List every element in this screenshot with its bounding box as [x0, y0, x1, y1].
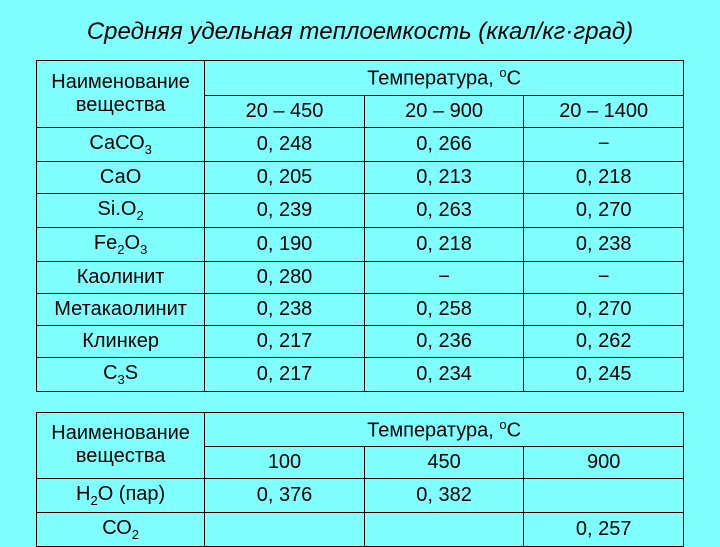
range-cell: 900 [524, 447, 684, 479]
value-cell: 0, 218 [364, 227, 524, 261]
page-title: Средняя удельная теплоемкость (ккал/кг·г… [36, 18, 684, 46]
value-cell: 0, 236 [364, 325, 524, 357]
range-cell: 100 [205, 447, 365, 479]
substance-name: СаО [37, 161, 205, 193]
substance-name: СаСО3 [37, 127, 205, 161]
value-cell: 0, 262 [524, 325, 684, 357]
value-cell: 0, 190 [205, 227, 365, 261]
value-cell: 0, 238 [524, 227, 684, 261]
header-name: Наименование вещества [37, 412, 205, 479]
range-cell: 20 – 1400 [524, 95, 684, 127]
table-row: Н2О (пар)0, 3760, 382 [37, 479, 684, 513]
value-cell: 0, 263 [364, 193, 524, 227]
substance-name: С3S [37, 357, 205, 391]
value-cell: 0, 270 [524, 193, 684, 227]
table-row: С3S0, 2170, 2340, 245 [37, 357, 684, 391]
value-cell: 0, 382 [364, 479, 524, 513]
table-2: Наименование вещества Температура, оС 10… [36, 412, 684, 547]
table-row: СаО0, 2050, 2130, 218 [37, 161, 684, 193]
value-cell: 0, 238 [205, 293, 365, 325]
value-cell: 0, 258 [364, 293, 524, 325]
value-cell: 0, 234 [364, 357, 524, 391]
value-cell: 0, 217 [205, 325, 365, 357]
range-cell: 20 – 900 [364, 95, 524, 127]
substance-name: Si.O2 [37, 193, 205, 227]
table-row: Наименование вещества Температура, оС [37, 61, 684, 96]
value-cell [364, 513, 524, 547]
range-cell: 20 – 450 [205, 95, 365, 127]
value-cell: 0, 248 [205, 127, 365, 161]
header-name: Наименование вещества [37, 61, 205, 128]
substance-name: Метакаолинит [37, 293, 205, 325]
substance-name: Каолинит [37, 261, 205, 293]
value-cell [205, 513, 365, 547]
table-1: Наименование вещества Температура, оС 20… [36, 60, 684, 392]
value-cell: 0, 217 [205, 357, 365, 391]
value-cell: 0, 205 [205, 161, 365, 193]
value-cell: 0, 245 [524, 357, 684, 391]
value-cell: 0, 257 [524, 513, 684, 547]
value-cell [524, 479, 684, 513]
value-cell: 0, 218 [524, 161, 684, 193]
value-cell: 0, 213 [364, 161, 524, 193]
value-cell: − [524, 261, 684, 293]
value-cell: 0, 266 [364, 127, 524, 161]
table-row: Si.O20, 2390, 2630, 270 [37, 193, 684, 227]
table-row: СаСО30, 2480, 266− [37, 127, 684, 161]
table-row: СО2 0, 257 [37, 513, 684, 547]
value-cell: 0, 376 [205, 479, 365, 513]
substance-name: Клинкер [37, 325, 205, 357]
table-row: Клинкер0, 2170, 2360, 262 [37, 325, 684, 357]
value-cell: − [524, 127, 684, 161]
table-row: Метакаолинит0, 2380, 2580, 270 [37, 293, 684, 325]
range-cell: 450 [364, 447, 524, 479]
table-row: Каолинит0, 280−− [37, 261, 684, 293]
substance-name: СО2 [37, 513, 205, 547]
table-row: Fe2О30, 1900, 2180, 238 [37, 227, 684, 261]
header-temp: Температура, оС [205, 412, 684, 447]
substance-name: Fe2О3 [37, 227, 205, 261]
header-temp: Температура, оС [205, 61, 684, 96]
value-cell: 0, 270 [524, 293, 684, 325]
value-cell: − [364, 261, 524, 293]
table-row: Наименование вещества Температура, оС [37, 412, 684, 447]
value-cell: 0, 239 [205, 193, 365, 227]
substance-name: Н2О (пар) [37, 479, 205, 513]
value-cell: 0, 280 [205, 261, 365, 293]
